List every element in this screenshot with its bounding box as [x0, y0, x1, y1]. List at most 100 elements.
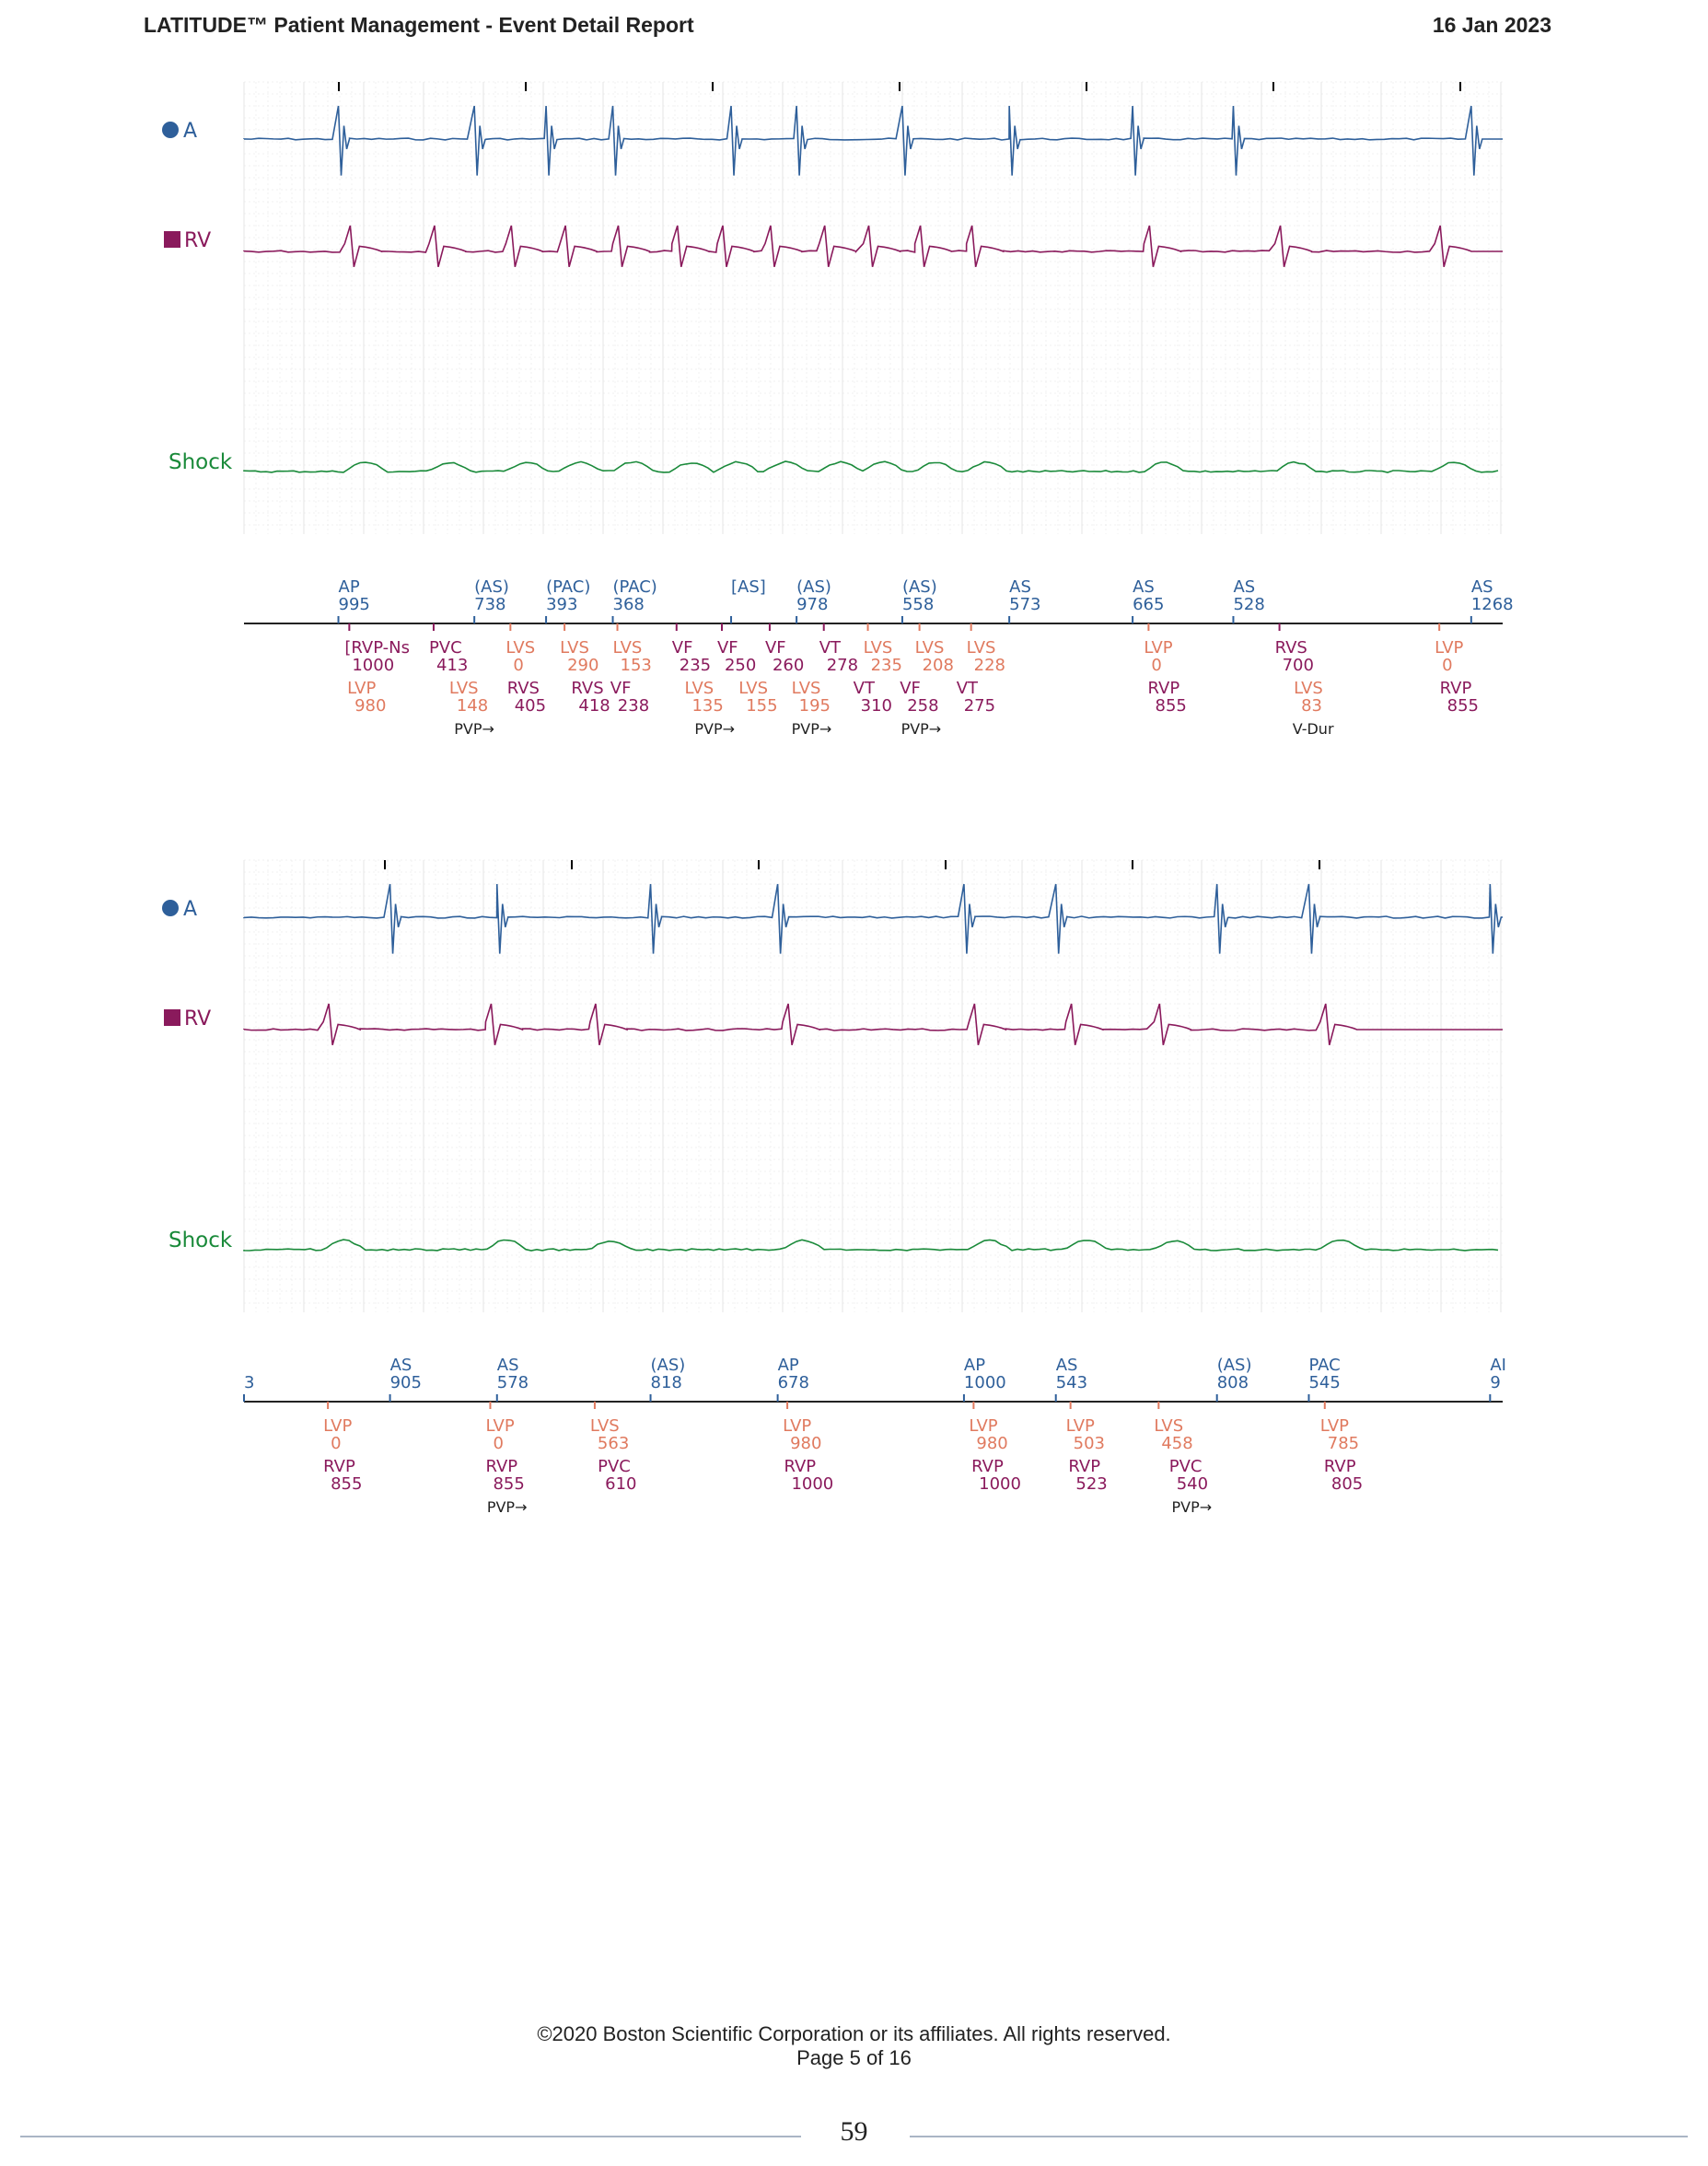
ventricular-marker-value: 980 [790, 1434, 821, 1453]
ventricular-marker-label: LVS [967, 638, 996, 658]
ventricular-marker-label: RVS [1275, 638, 1307, 658]
ventricular-marker-value: 1000 [791, 1474, 833, 1494]
ventricular-marker-value: 855 [1156, 696, 1187, 716]
ventricular-marker-label: VF [900, 679, 921, 698]
ventricular-marker-label: VF [672, 638, 693, 658]
ventricular-marker-value: 700 [1283, 656, 1314, 675]
atrial-marker-label: AI [1490, 1356, 1506, 1375]
ventricular-marker-label: LVS [1154, 1416, 1183, 1436]
ventricular-marker-label: [RVP-Ns [344, 638, 410, 658]
atrial-marker-label: AS [1133, 577, 1155, 597]
marker-annotation: PVP→ [454, 720, 494, 738]
atrial-marker-value: 1268 [1471, 595, 1514, 614]
channel-label-rv: RV [184, 1007, 211, 1031]
ventricular-marker-value: 278 [827, 656, 858, 675]
atrial-marker-value: 995 [339, 595, 370, 614]
atrial-marker-value: 818 [651, 1373, 682, 1392]
ventricular-marker-label: RVS [507, 679, 540, 698]
ventricular-marker-value: 855 [331, 1474, 362, 1494]
ventricular-marker-value: 563 [598, 1434, 629, 1453]
ventricular-marker-label: LVS [505, 638, 535, 658]
atrial-marker-value: 543 [1056, 1373, 1087, 1392]
atrial-marker-value: 1000 [964, 1373, 1006, 1392]
atrial-marker-value: 978 [796, 595, 828, 614]
ventricular-marker-label: VT [854, 679, 876, 698]
atrial-marker-value: 3 [244, 1373, 254, 1392]
rv-square-icon [164, 231, 180, 248]
ventricular-marker-value: 413 [436, 656, 468, 675]
atrial-marker-value: 558 [902, 595, 934, 614]
ventricular-marker-value: 610 [605, 1474, 636, 1494]
ventricular-marker-label: LVP [1320, 1416, 1349, 1436]
ventricular-marker-label: VF [765, 638, 786, 658]
shock-egm-trace [243, 1239, 1499, 1252]
atrial-marker-label: (AS) [902, 577, 937, 597]
ventricular-marker-value: 1000 [352, 656, 394, 675]
atrial-marker-label: AP [339, 577, 360, 597]
ventricular-marker-value: 228 [974, 656, 1005, 675]
atrial-marker-value: 573 [1009, 595, 1040, 614]
ventricular-marker-value: 148 [457, 696, 488, 716]
page-number: 59 [840, 2116, 868, 2147]
ventricular-marker-value: 83 [1301, 696, 1322, 716]
atrial-marker-label: AS [1009, 577, 1031, 597]
atrial-marker-value: 368 [613, 595, 645, 614]
ventricular-marker-value: 195 [799, 696, 831, 716]
ventricular-marker-label: RVP [971, 1457, 1004, 1476]
atrial-marker-label: PAC [1308, 1356, 1340, 1375]
ventricular-marker-label: VF [717, 638, 738, 658]
ventricular-marker-value: 0 [1151, 656, 1161, 675]
ventricular-marker-label: LVP [1435, 638, 1463, 658]
ventricular-marker-value: 855 [1447, 696, 1479, 716]
atrial-marker-label: [AS] [731, 577, 766, 597]
rv-egm-trace [243, 225, 1503, 268]
atrial-marker-value: 393 [546, 595, 577, 614]
atrial-dot-icon [162, 122, 179, 138]
ventricular-marker-label: LVP [347, 679, 376, 698]
atrial-marker-value: 9 [1490, 1373, 1500, 1392]
ventricular-marker-label: LVS [1294, 679, 1323, 698]
ventricular-marker-value: 0 [513, 656, 523, 675]
atrial-marker-label: (AS) [651, 1356, 686, 1375]
ventricular-marker-label: LVS [560, 638, 589, 658]
ventricular-marker-label: RVP [784, 1457, 816, 1476]
report-title: LATITUDE™ Patient Management - Event Det… [144, 13, 694, 37]
atrial-marker-value: 678 [778, 1373, 809, 1392]
ventricular-marker-value: 503 [1074, 1434, 1105, 1453]
ventricular-marker-value: 980 [976, 1434, 1007, 1453]
ventricular-marker-value: 0 [1442, 656, 1452, 675]
ventricular-marker-label: LVS [590, 1416, 620, 1436]
ventricular-marker-label: RVP [1148, 679, 1180, 698]
egm-strip-2: ARVShock3AS905AS578(AS)818AP678AP1000AS5… [162, 859, 1506, 1516]
ventricular-marker-value: 523 [1075, 1474, 1107, 1494]
ventricular-marker-value: 153 [621, 656, 652, 675]
ventricular-marker-value: 1000 [979, 1474, 1021, 1494]
ventricular-marker-value: 0 [493, 1434, 503, 1453]
atrial-marker-label: AS [390, 1356, 412, 1375]
ventricular-marker-label: VT [819, 638, 842, 658]
atrial-marker-value: 528 [1233, 595, 1264, 614]
ventricular-marker-label: LVP [323, 1416, 352, 1436]
ventricular-marker-label: PVC [598, 1457, 631, 1476]
ventricular-marker-label: VT [957, 679, 979, 698]
atrial-marker-label: AS [1233, 577, 1255, 597]
ventricular-marker-label: LVP [783, 1416, 811, 1436]
ventricular-marker-value: 980 [354, 696, 386, 716]
atrial-marker-label: AS [497, 1356, 519, 1375]
ventricular-marker-value: 310 [861, 696, 892, 716]
ventricular-marker-value: 260 [773, 656, 804, 675]
ventricular-marker-value: 805 [1331, 1474, 1363, 1494]
atrial-marker-label: AP [964, 1356, 985, 1375]
marker-annotation: PVP→ [792, 720, 832, 738]
ventricular-marker-label: PVC [1169, 1457, 1203, 1476]
atrial-marker-value: 578 [497, 1373, 529, 1392]
atrial-marker-label: AS [1471, 577, 1493, 597]
ventricular-marker-label: RVP [1440, 679, 1472, 698]
ventricular-marker-value: 238 [618, 696, 649, 716]
ventricular-marker-label: RVP [323, 1457, 355, 1476]
atrial-marker-label: AP [778, 1356, 799, 1375]
ventricular-marker-value: 418 [578, 696, 610, 716]
ventricular-marker-value: 405 [515, 696, 546, 716]
ventricular-marker-value: 208 [923, 656, 954, 675]
ventricular-marker-label: RVP [1324, 1457, 1356, 1476]
